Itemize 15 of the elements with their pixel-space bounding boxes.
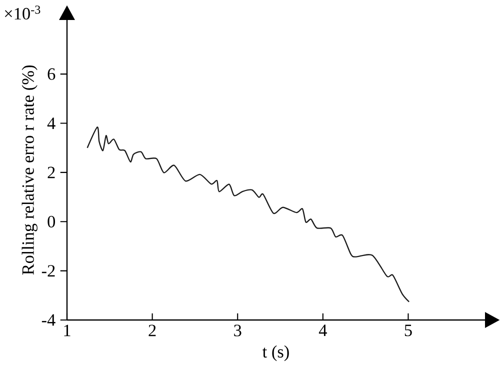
y-tick-label: 6	[48, 68, 56, 80]
line-series	[86, 126, 410, 302]
x-tick-label: 2	[148, 324, 156, 336]
x-tick-label: 1	[64, 324, 70, 336]
x-tick-label: 5	[404, 324, 412, 336]
y-tick-label: -4	[42, 314, 56, 326]
y-tick-label: -2	[42, 265, 55, 277]
x-tick-label: 4	[318, 324, 327, 336]
y-tick-label: 0	[48, 216, 56, 228]
text: ×10$^{-3}$	[4, 6, 40, 20]
x-tick-label: 3	[234, 324, 242, 336]
y-tick-label: 4	[47, 118, 56, 129]
x-axis-title: t (s)	[262, 345, 289, 362]
y-tick-label: 2	[48, 166, 55, 178]
y-axis-title: Rolling relative erro r rate (%)	[22, 65, 38, 275]
